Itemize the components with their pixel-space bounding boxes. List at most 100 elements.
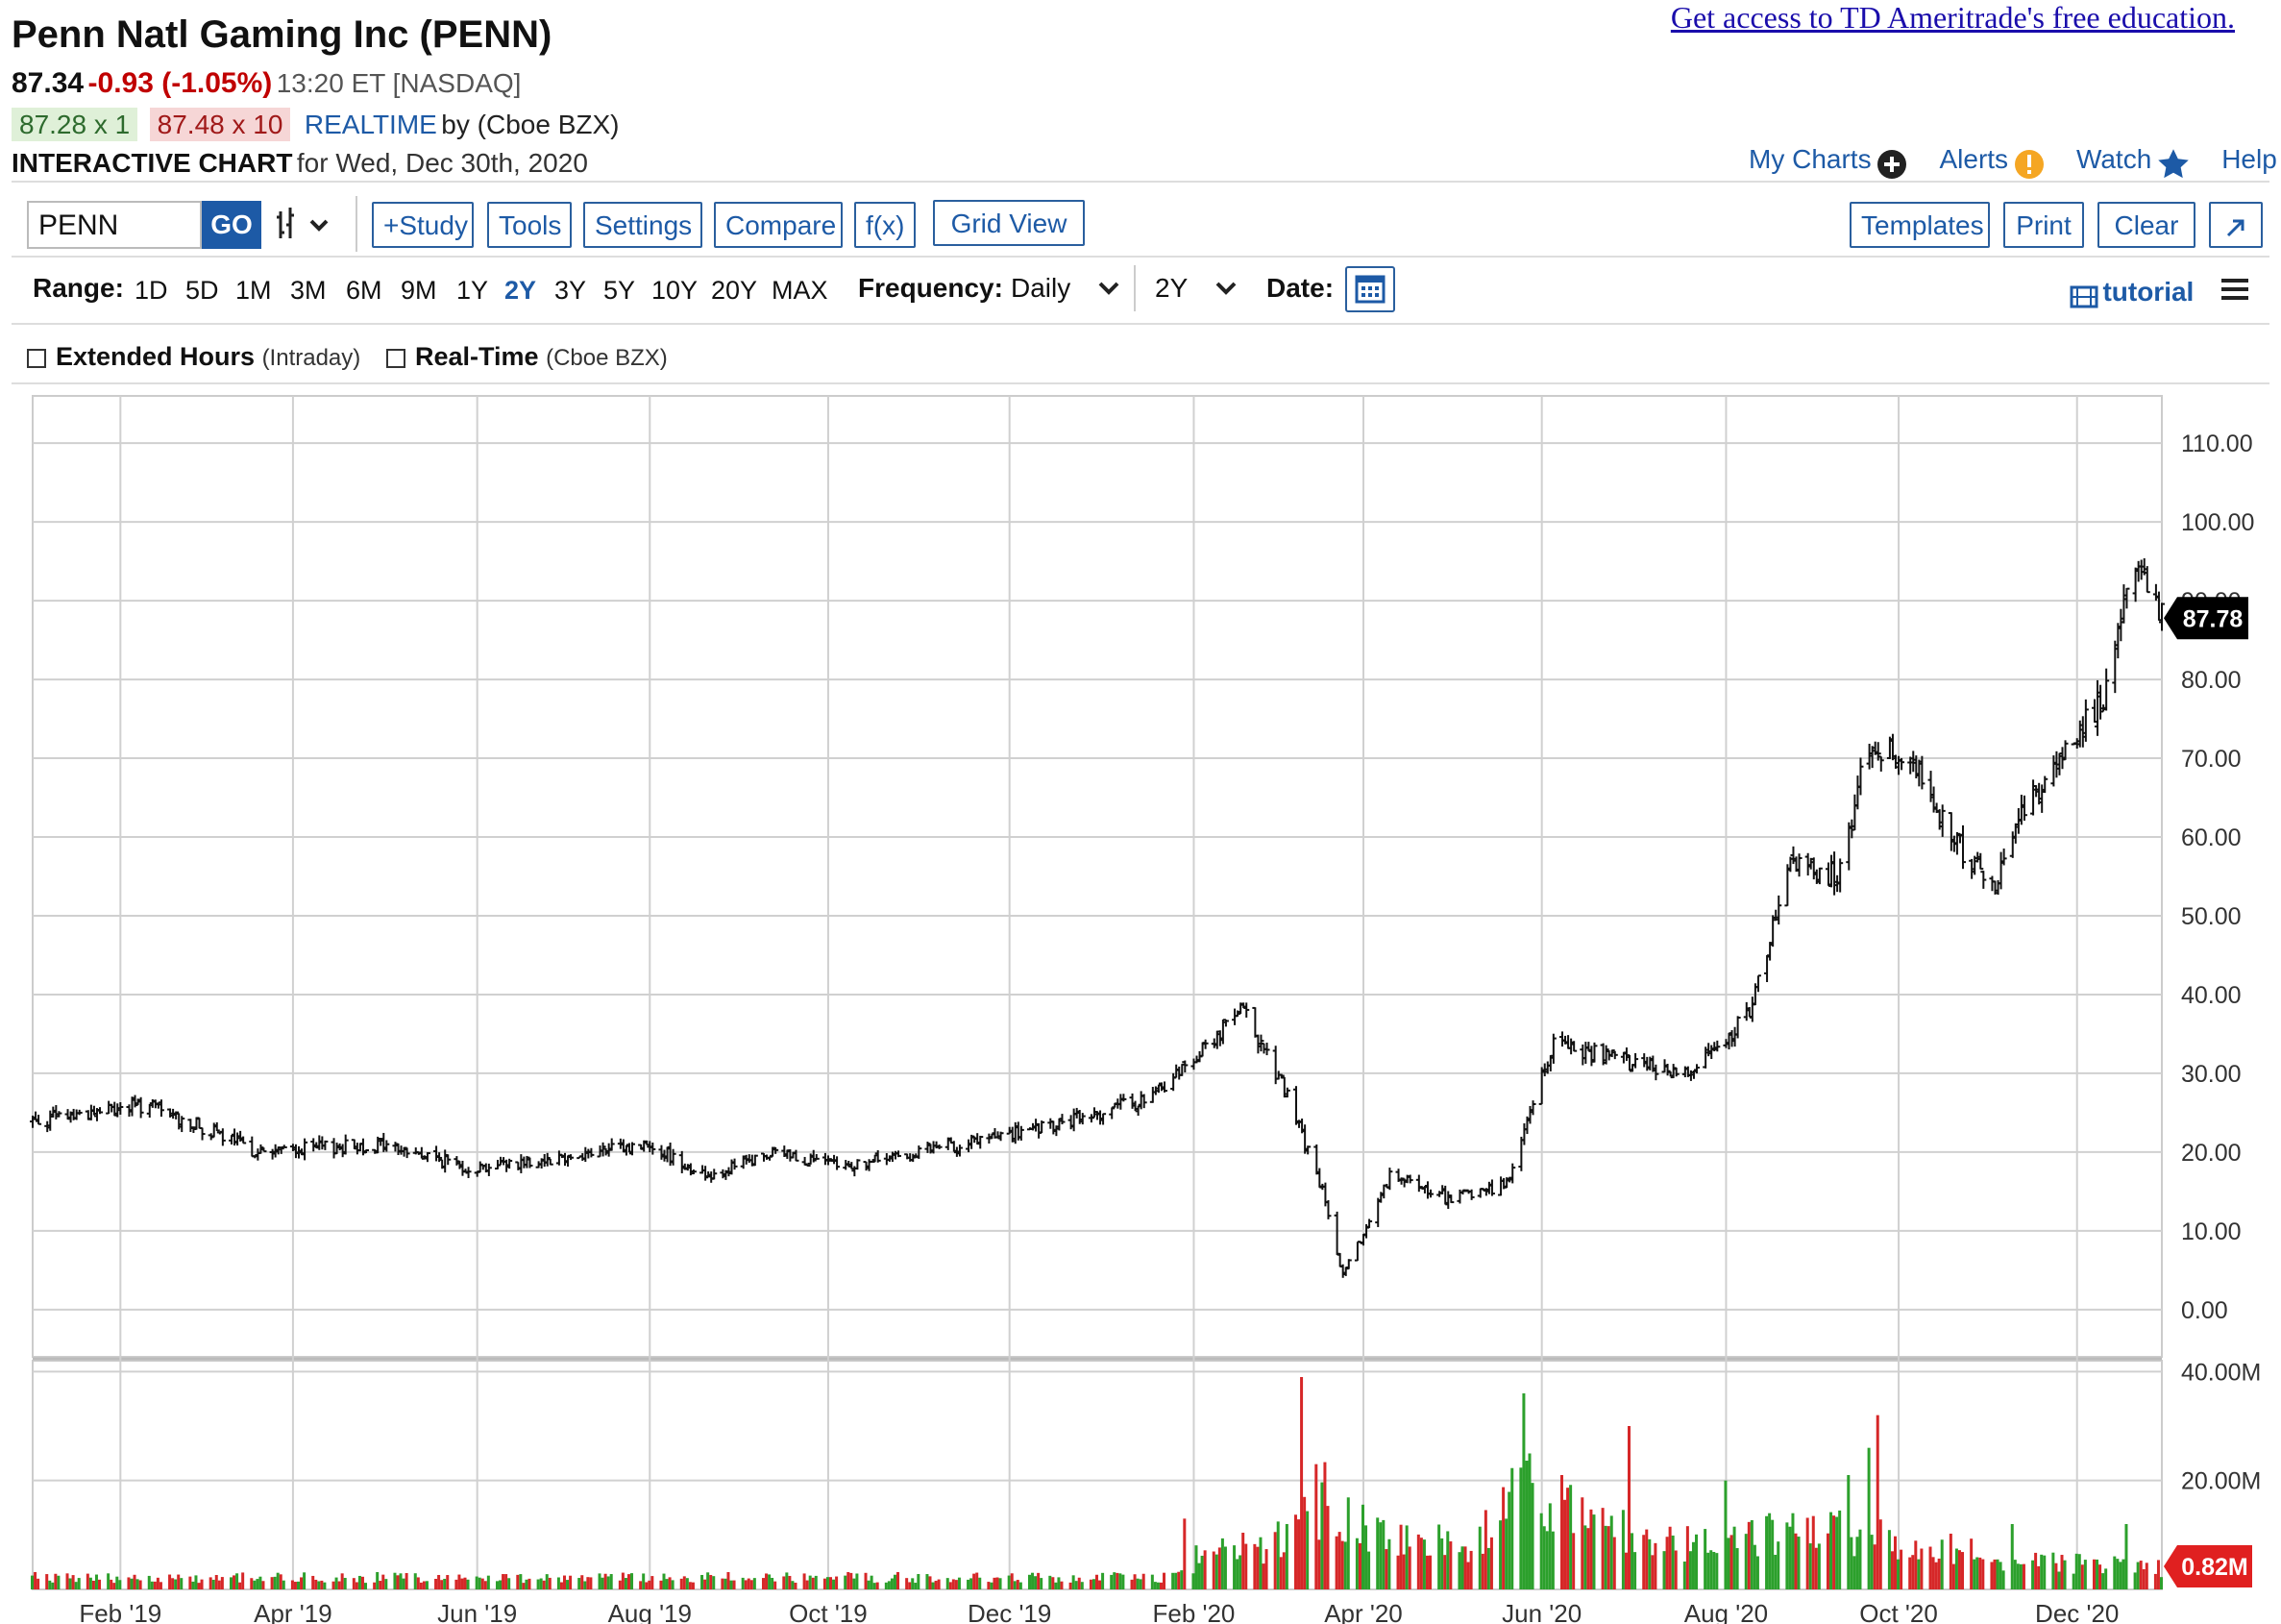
settings-button[interactable]: Settings [583, 202, 702, 248]
volume-bar [1343, 1541, 1347, 1589]
range-2y[interactable]: 2Y [504, 276, 537, 305]
divider [12, 256, 2269, 258]
period-select[interactable]: 2Y [1155, 273, 1239, 304]
range-max[interactable]: MAX [772, 276, 828, 305]
volume-bar [1589, 1509, 1593, 1589]
tutorial-link[interactable]: tutorial [2070, 277, 2194, 309]
range-3m[interactable]: 3M [290, 276, 327, 305]
volume-bar [94, 1574, 98, 1589]
chevron-down-icon [1215, 282, 1237, 295]
grid-view-button[interactable]: Grid View [933, 200, 1085, 246]
volume-bar [1917, 1559, 1921, 1589]
volume-bar [1156, 1582, 1160, 1589]
real-time-checkbox[interactable] [386, 348, 405, 368]
volume-bar [1973, 1559, 1976, 1589]
volume-bar [1236, 1559, 1239, 1589]
volume-bar [1750, 1519, 1754, 1589]
volume-bar [2098, 1564, 2102, 1589]
volume-bar [34, 1571, 37, 1589]
print-button[interactable]: Print [2003, 202, 2084, 248]
volume-bar [1897, 1559, 1901, 1589]
volume-bar [1878, 1519, 1882, 1589]
volume-bar [1016, 1580, 1019, 1589]
volume-bar [194, 1575, 198, 1589]
range-1y[interactable]: 1Y [456, 276, 489, 305]
alert-circle-icon[interactable] [2013, 148, 2046, 181]
templates-button[interactable]: Templates [1850, 202, 1990, 248]
go-button[interactable]: GO [202, 201, 261, 249]
volume-bar [2060, 1555, 2064, 1589]
volume-bar [884, 1582, 888, 1589]
volume-bar [1914, 1540, 1918, 1589]
volume-bar [1873, 1544, 1876, 1589]
watch-link[interactable]: Watch [2075, 144, 2152, 174]
range-20y[interactable]: 20Y [711, 276, 758, 305]
symbol-input[interactable]: PENN [27, 201, 202, 249]
volume-bar [1402, 1554, 1406, 1589]
volume-bar [1183, 1518, 1187, 1589]
volume-bar [1829, 1512, 1833, 1589]
volume-bar [2145, 1562, 2148, 1589]
range-10y[interactable]: 10Y [651, 276, 699, 305]
volume-bar [1367, 1551, 1371, 1589]
volume-bar [679, 1578, 683, 1589]
help-link[interactable]: Help [2221, 144, 2277, 174]
volume-bar [1581, 1497, 1584, 1589]
volume-bar [88, 1577, 92, 1589]
volume-bar [1671, 1535, 1675, 1589]
volume-bar [1847, 1475, 1851, 1589]
frequency-select[interactable]: Daily [1011, 273, 1121, 304]
volume-bar [422, 1581, 426, 1589]
range-6m[interactable]: 6M [346, 276, 382, 305]
alerts-link[interactable]: Alerts [1939, 144, 2009, 174]
volume-bar [822, 1578, 826, 1589]
volume-bar [229, 1577, 233, 1589]
range-1m[interactable]: 1M [235, 276, 272, 305]
extended-hours-checkbox[interactable] [27, 348, 46, 368]
volume-bar [1314, 1464, 1318, 1589]
tools-button[interactable]: Tools [487, 202, 572, 248]
compare-button[interactable]: Compare [714, 202, 843, 248]
clear-button[interactable]: Clear [2097, 202, 2195, 248]
volume-bar [1662, 1551, 1666, 1589]
range-1d[interactable]: 1D [135, 276, 168, 305]
study-button[interactable]: +Study [372, 202, 474, 248]
volume-bar [1379, 1522, 1383, 1589]
price-change: -0.93 (-1.05%) [87, 67, 273, 99]
volume-bar [2063, 1560, 2067, 1589]
volume-bar [460, 1578, 464, 1589]
volume-bar [1241, 1533, 1245, 1589]
chart-type-dropdown[interactable] [273, 206, 332, 249]
volume-bar [1171, 1572, 1175, 1589]
range-5y[interactable]: 5Y [603, 276, 636, 305]
fx-button[interactable]: f(x) [854, 202, 916, 248]
volume-bar [1408, 1546, 1411, 1589]
star-icon[interactable] [2156, 147, 2191, 182]
current-price-tag [2164, 597, 2248, 640]
real-time-option[interactable]: Real-Time (Cboe BZX) [386, 342, 668, 372]
bid-ask-line: 87.28 x 1 87.48 x 10 REALTIME by (Cboe B… [12, 108, 619, 141]
range-label: Range: [33, 273, 124, 303]
volume-bar [2160, 1577, 2163, 1589]
volume-bar [107, 1573, 110, 1589]
volume-bar [235, 1573, 239, 1589]
volume-bar [45, 1574, 49, 1589]
volume-bar [987, 1582, 991, 1589]
range-5d[interactable]: 5D [185, 276, 219, 305]
volume-bar [446, 1575, 450, 1589]
education-link[interactable]: Get access to TD Ameritrade's free educa… [1670, 0, 2235, 35]
extended-hours-option[interactable]: Extended Hours (Intraday) [27, 342, 360, 372]
range-9m[interactable]: 9M [401, 276, 437, 305]
plus-circle-icon[interactable] [1876, 148, 1908, 181]
volume-bar [1133, 1574, 1137, 1589]
volume-bar [1609, 1515, 1613, 1589]
expand-button[interactable] [2209, 202, 2263, 248]
my-charts-link[interactable]: My Charts [1749, 144, 1872, 174]
volume-bar [1486, 1547, 1490, 1589]
volume-bar [967, 1579, 970, 1589]
range-3y[interactable]: 3Y [554, 276, 587, 305]
volume-bar [434, 1579, 438, 1589]
date-picker-button[interactable] [1345, 266, 1395, 312]
menu-button[interactable] [2220, 275, 2250, 308]
